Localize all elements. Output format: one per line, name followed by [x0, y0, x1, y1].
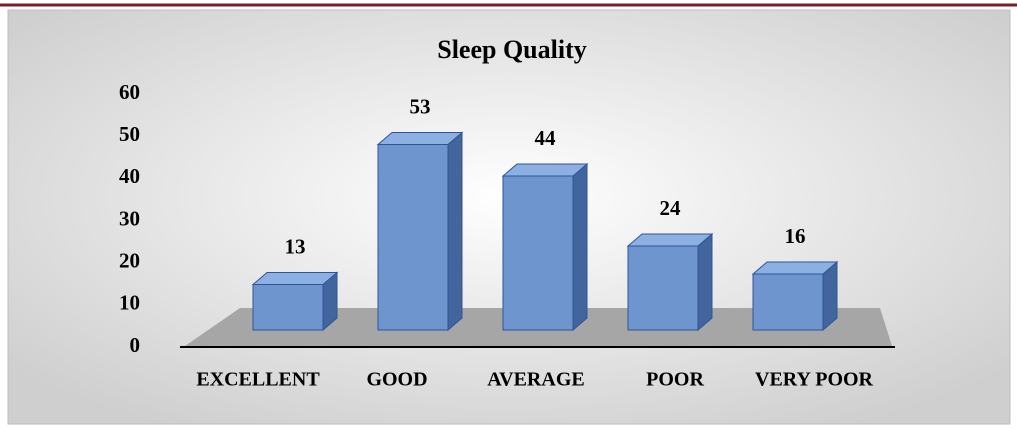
bar-top — [751, 261, 839, 275]
x-tick-label: POOR — [646, 369, 704, 391]
bar-top — [251, 272, 339, 285]
data-label: 53 — [410, 94, 431, 118]
bar-side — [572, 162, 588, 332]
x-tick-label: AVERAGE — [487, 369, 584, 391]
x-tick-label: EXCELLENT — [196, 369, 320, 391]
chart-title: Sleep Quality — [437, 35, 587, 64]
bar-top — [376, 132, 464, 145]
data-label: 24 — [660, 196, 682, 220]
y-tick-label: 10 — [119, 291, 140, 315]
y-tick-label: 50 — [119, 122, 140, 146]
x-tick-label: VERY POOR — [755, 369, 874, 391]
bar — [752, 273, 824, 331]
bar-side — [697, 232, 713, 332]
x-tick-label: GOOD — [366, 369, 427, 391]
bar — [502, 175, 574, 331]
data-label: 16 — [785, 224, 806, 248]
y-tick-label: 30 — [119, 206, 140, 230]
data-label: 13 — [285, 234, 306, 258]
y-tick-label: 60 — [119, 80, 140, 104]
y-tick-label: 0 — [130, 333, 141, 357]
y-tick-label: 40 — [119, 164, 140, 188]
bar-top — [626, 233, 714, 247]
bar-side — [447, 131, 463, 332]
y-tick-label: 20 — [119, 248, 140, 272]
bar-top — [501, 163, 589, 177]
bar — [627, 245, 699, 331]
bar — [252, 284, 324, 331]
bar — [377, 144, 449, 331]
data-label: 44 — [535, 126, 557, 150]
